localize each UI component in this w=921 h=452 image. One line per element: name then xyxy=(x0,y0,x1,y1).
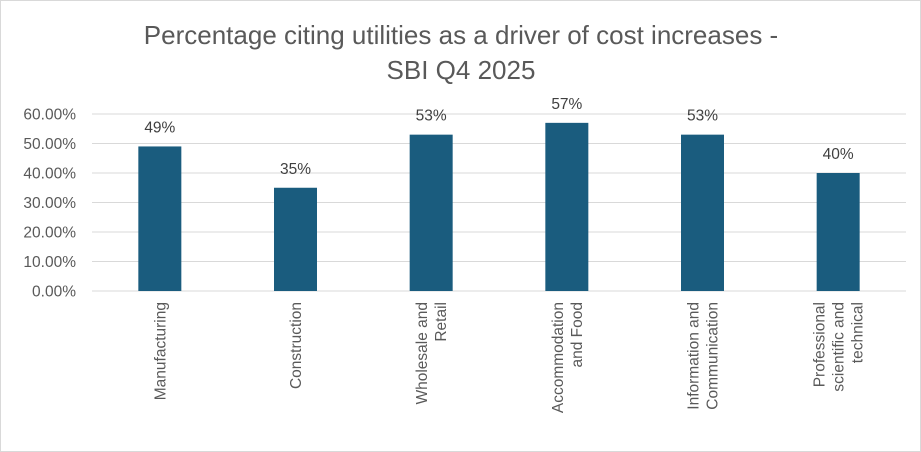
data-label: 49% xyxy=(144,119,175,136)
data-label: 53% xyxy=(687,108,718,125)
category-label: Accommodation and Food xyxy=(550,302,586,413)
category-label: Information and Communication xyxy=(686,302,722,410)
data-label: 53% xyxy=(416,108,447,125)
data-label: 35% xyxy=(280,161,311,178)
category-label: Manufacturing xyxy=(152,302,169,400)
data-label: 57% xyxy=(551,96,582,113)
y-tick-label: 60.00% xyxy=(23,107,76,124)
bar xyxy=(681,134,724,291)
y-tick-label: 30.00% xyxy=(23,195,76,212)
bar xyxy=(545,122,589,291)
y-tick-label: 20.00% xyxy=(23,225,76,242)
category-label: Professional scientific and technical xyxy=(812,302,867,392)
y-tick-label: 50.00% xyxy=(23,136,76,153)
bar xyxy=(409,134,453,291)
bar xyxy=(274,187,317,291)
chart-title-line-1: Percentage citing utilities as a driver … xyxy=(144,20,778,50)
category-label: Wholesale and Retail xyxy=(414,302,450,405)
data-label: 40% xyxy=(823,146,854,163)
bar xyxy=(138,146,182,291)
y-tick-label: 40.00% xyxy=(23,166,76,183)
y-tick-label: 10.00% xyxy=(23,254,76,271)
bar xyxy=(816,173,860,291)
y-tick-label: 0.00% xyxy=(32,284,76,301)
category-label: Construction xyxy=(288,302,305,389)
chart-title-line-2: SBI Q4 2025 xyxy=(387,55,536,85)
